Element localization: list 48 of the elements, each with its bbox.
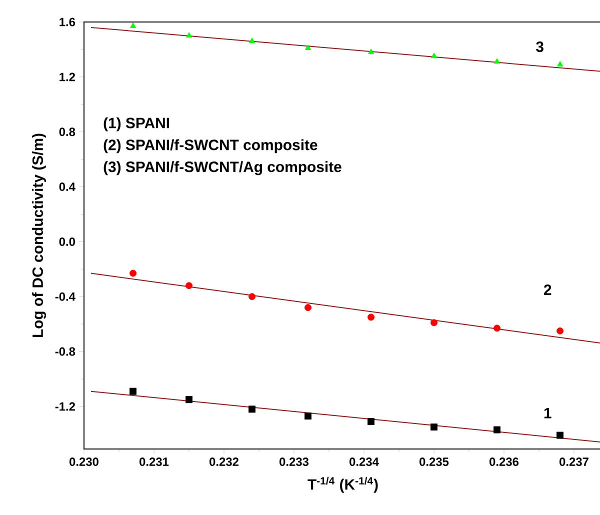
y-tick-label: 0.8: [59, 128, 76, 136]
point: [494, 426, 500, 434]
point: [494, 58, 500, 64]
y-tick-label: 0.0: [59, 237, 75, 246]
y-tick-label: -0.8: [55, 347, 76, 356]
x-tick-label: 0.237: [560, 458, 588, 466]
point: [130, 270, 136, 277]
point: [186, 32, 192, 38]
annotation: (3) SPANI/f-SWCNT/Ag composite: [104, 161, 342, 176]
annotation: 2: [544, 284, 552, 295]
y-tick-label: -1.2: [55, 402, 76, 411]
annotation: 1: [544, 408, 552, 418]
point: [556, 432, 564, 439]
point: [430, 424, 438, 431]
x-tick-label: 0.235: [420, 458, 449, 466]
point: [304, 304, 312, 312]
point: [430, 52, 438, 58]
point: [186, 396, 192, 404]
point: [368, 314, 374, 321]
x-tick-label: 0.230: [70, 458, 98, 466]
point: [248, 406, 256, 413]
x-tick-label: 0.234: [350, 458, 379, 466]
point: [556, 61, 564, 66]
point: [248, 293, 256, 300]
annotation: (1) SPANI: [104, 117, 170, 132]
y-tick-label: 1.2: [60, 72, 76, 82]
point: [304, 412, 312, 420]
point: [494, 324, 500, 332]
annotation: 3: [536, 41, 544, 52]
y-tick-label: 0.4: [59, 182, 76, 191]
x-tick-label: 0.232: [210, 458, 238, 466]
y-axis-title: Log of DC conductivity (S/m): [32, 134, 46, 338]
point: [130, 388, 136, 395]
x-axis-title: T$^{-1/4}$ (K$^{-1/4}$): [308, 476, 378, 493]
point: [556, 327, 564, 334]
annotation: (2) SPANI/f-SWCNT composite: [104, 139, 318, 154]
y-tick-label: -0.4: [55, 292, 76, 301]
point: [368, 418, 374, 426]
point: [430, 319, 438, 326]
point: [368, 48, 374, 54]
point: [130, 22, 136, 28]
x-tick-label: 0.233: [280, 458, 309, 466]
x-tick-label: 0.231: [140, 458, 169, 466]
x-tick-label: 0.236: [490, 458, 519, 466]
point: [186, 282, 192, 290]
point: [304, 44, 312, 50]
y-tick-label: 1.6: [60, 18, 76, 26]
point: [248, 38, 256, 44]
